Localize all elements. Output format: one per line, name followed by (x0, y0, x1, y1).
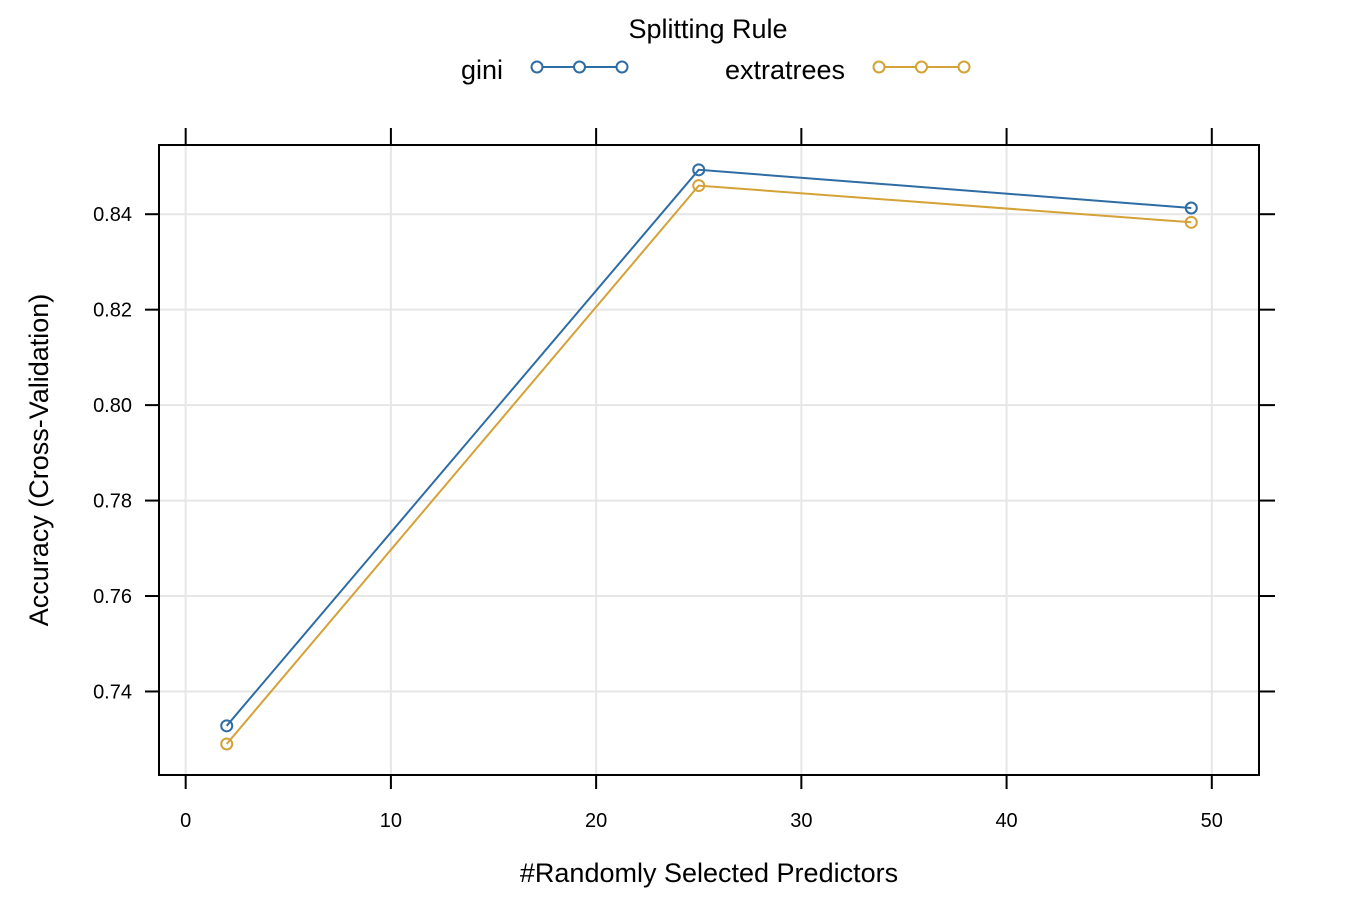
legend-key-extratrees (872, 60, 971, 74)
axis-ticks (145, 128, 1275, 789)
y-tick-label-2: 0.78 (93, 491, 132, 513)
legend-marker-extratrees-1 (915, 60, 928, 74)
point-extratrees-0 (220, 737, 234, 751)
x-tick-label-2: 20 (585, 810, 607, 832)
legend-label-gini: gini (461, 55, 503, 85)
x-tick-label-3: 30 (790, 810, 812, 832)
point-gini-0 (220, 719, 234, 733)
point-gini-1 (692, 163, 706, 177)
y-axis-tick-labels: 0.74 0.76 0.78 0.80 0.82 0.84 (93, 204, 132, 703)
legend-title: Splitting Rule (628, 14, 787, 44)
series-layer (220, 163, 1198, 751)
y-tick-label-3: 0.80 (93, 395, 132, 417)
y-tick-label-0: 0.74 (93, 681, 132, 703)
legend-marker-gini-1 (573, 60, 586, 74)
x-tick-label-5: 50 (1201, 810, 1223, 832)
series-gini (220, 163, 1198, 733)
series-line-gini (225, 168, 1192, 727)
legend-marker-gini-2 (615, 60, 629, 74)
legend-marker-extratrees-0 (872, 60, 886, 74)
plot-frame (158, 144, 1260, 776)
x-tick-label-1: 10 (380, 810, 402, 832)
series-extratrees (220, 179, 1198, 751)
y-tick-label-4: 0.82 (93, 300, 132, 322)
legend-marker-gini-0 (530, 60, 544, 74)
point-extratrees-1 (692, 179, 706, 193)
legend: Splitting Rule gini extratrees (461, 14, 971, 85)
point-extratrees-2 (1184, 215, 1198, 229)
legend-key-gini (530, 60, 629, 74)
series-line-extratrees (225, 184, 1192, 745)
x-axis-title: #Randomly Selected Predictors (520, 858, 898, 888)
x-axis-tick-labels: 0 10 20 30 40 50 (180, 810, 1223, 832)
x-tick-label-4: 40 (995, 810, 1017, 832)
grid (159, 145, 1259, 775)
legend-label-extratrees: extratrees (725, 55, 845, 85)
x-tick-label-0: 0 (180, 810, 191, 832)
point-gini-2 (1184, 201, 1198, 215)
y-tick-label-5: 0.84 (93, 204, 132, 226)
legend-marker-extratrees-2 (957, 60, 971, 74)
y-tick-label-1: 0.76 (93, 586, 132, 608)
y-axis-title: Accuracy (Cross-Validation) (24, 294, 54, 627)
